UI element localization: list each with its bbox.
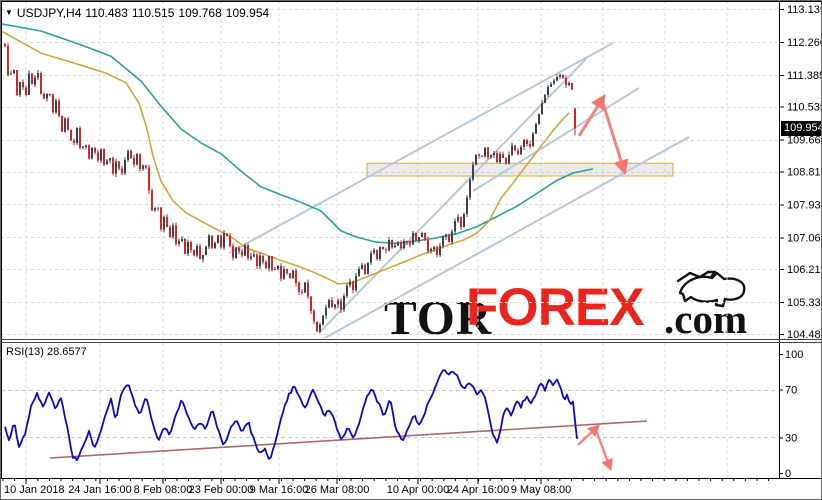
watermark-text-forex: FOREX (466, 278, 645, 337)
rsi-panel (4, 369, 648, 472)
rsi-line (4, 369, 578, 462)
price-axis-label: 111.385 (787, 70, 822, 82)
symbol-name: USDJPY,H4 (16, 6, 82, 20)
price-axis-label: 109.660 (787, 135, 822, 147)
main-chart-panel (1, 23, 690, 338)
rsi-forecast-arrows (577, 424, 613, 472)
ohlc-open: 110.483 (85, 6, 128, 20)
price-axis-label: 105.335 (787, 297, 822, 309)
time-axis-label: 10 Jan 2018 (4, 484, 65, 496)
price-axis-label: 107.060 (787, 232, 822, 244)
rsi-scale[interactable]: 100 70 30 0 (779, 349, 803, 480)
watermark-text-tor: TOR (384, 290, 493, 345)
time-axis-label: 24 Jan 16:00 (68, 484, 132, 496)
rsi-axis-label: 30 (785, 432, 797, 444)
time-axis-label: 9 May 08:00 (511, 484, 572, 496)
rsi-axis-label: 70 (785, 385, 797, 397)
price-axis-label: 113.135 (787, 4, 822, 16)
support-zone (366, 162, 674, 177)
ma-slow-line (1, 23, 594, 245)
symbol-info-bar: ▼ USDJPY,H4 110.483 110.515 109.768 109.954 (5, 6, 273, 20)
time-axis-label: 9 Mar 16:00 (250, 484, 309, 496)
price-axis-label: 110.535 (787, 102, 822, 114)
time-axis-label: 8 Feb 08:00 (134, 484, 193, 496)
price-axis-label: 108.810 (787, 167, 822, 179)
time-axis-label: 24 Apr 16:00 (447, 484, 509, 496)
ohlc-high: 110.515 (131, 6, 175, 20)
watermark-text-com: .com (664, 296, 748, 342)
chevron-down-icon: ▼ (5, 8, 13, 17)
current-price-badge: 109.954 (781, 121, 821, 136)
bull-logo-icon (676, 270, 746, 308)
price-axis-label: 107.935 (787, 199, 822, 211)
price-axis-label: 106.210 (787, 264, 822, 276)
watermark-logo: TOR FOREX .com (384, 269, 759, 345)
rsi-axis-label: 100 (785, 349, 803, 361)
channel-lines (228, 42, 690, 338)
ma-fast-line (1, 30, 570, 285)
price-scale[interactable]: 113.135 112.260 111.385 110.535 109.660 108.8… (779, 4, 822, 341)
price-axis-label: 112.260 (787, 37, 822, 49)
time-axis-label: 26 Mar 08:00 (305, 484, 370, 496)
rsi-trendline (49, 420, 648, 459)
time-axis-label: 10 Apr 00:00 (387, 484, 449, 496)
panel-borders (1, 1, 821, 479)
ohlc-close: 109.954 (225, 6, 270, 20)
time-axis-label: 23 Feb 00:00 (189, 484, 254, 496)
candlesticks (4, 42, 576, 333)
rsi-axis-label: 0 (785, 468, 791, 480)
price-axis-label: 104.485 (787, 329, 822, 341)
rsi-indicator-label: RSI(13) 28.6577 (6, 346, 87, 358)
forecast-arrows (577, 93, 629, 176)
ohlc-low: 109.768 (178, 6, 222, 20)
